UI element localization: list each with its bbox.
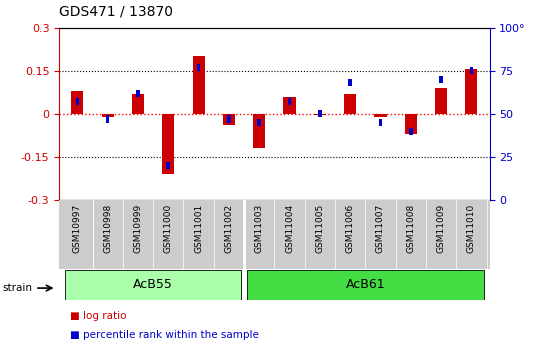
Text: GSM10997: GSM10997 xyxy=(73,204,82,253)
Bar xyxy=(348,79,352,86)
Bar xyxy=(132,94,144,114)
Text: GDS471 / 13870: GDS471 / 13870 xyxy=(59,5,173,19)
Text: GSM11008: GSM11008 xyxy=(406,204,415,253)
Bar xyxy=(435,88,447,114)
Text: GSM10998: GSM10998 xyxy=(103,204,112,253)
Bar xyxy=(166,162,170,169)
Bar xyxy=(197,64,201,71)
Text: GSM11002: GSM11002 xyxy=(224,204,233,253)
Bar xyxy=(288,98,292,105)
Bar xyxy=(223,114,235,125)
Bar xyxy=(344,94,356,114)
Bar xyxy=(253,114,265,148)
Bar xyxy=(247,270,484,299)
Text: GSM11003: GSM11003 xyxy=(254,204,264,253)
Text: GSM11006: GSM11006 xyxy=(345,204,355,253)
Bar xyxy=(75,98,79,105)
Bar xyxy=(439,76,443,83)
Bar xyxy=(102,114,114,117)
Bar xyxy=(470,67,473,74)
Bar xyxy=(136,90,140,97)
Text: GSM11001: GSM11001 xyxy=(194,204,203,253)
Bar xyxy=(227,116,231,122)
Text: GSM11010: GSM11010 xyxy=(467,204,476,253)
Bar xyxy=(65,270,241,299)
Bar xyxy=(405,114,417,134)
Text: GSM11005: GSM11005 xyxy=(315,204,324,253)
Text: AcB55: AcB55 xyxy=(133,278,173,291)
Bar xyxy=(284,97,295,114)
Text: GSM11007: GSM11007 xyxy=(376,204,385,253)
Bar xyxy=(374,114,386,117)
Bar xyxy=(409,128,413,135)
Text: GSM11000: GSM11000 xyxy=(164,204,173,253)
Bar xyxy=(106,116,110,122)
Bar xyxy=(257,119,261,126)
Text: GSM11004: GSM11004 xyxy=(285,204,294,253)
Text: ■ log ratio: ■ log ratio xyxy=(70,311,126,321)
Bar xyxy=(314,114,326,115)
Text: GSM11009: GSM11009 xyxy=(436,204,445,253)
Bar xyxy=(379,119,383,126)
Text: GSM10999: GSM10999 xyxy=(133,204,143,253)
Bar xyxy=(162,114,174,174)
Bar xyxy=(72,91,83,114)
Text: strain: strain xyxy=(3,283,33,293)
Bar xyxy=(193,56,204,114)
Text: AcB61: AcB61 xyxy=(345,278,385,291)
Bar xyxy=(318,110,322,117)
Bar xyxy=(465,69,477,114)
Text: ■ percentile rank within the sample: ■ percentile rank within the sample xyxy=(70,330,259,339)
